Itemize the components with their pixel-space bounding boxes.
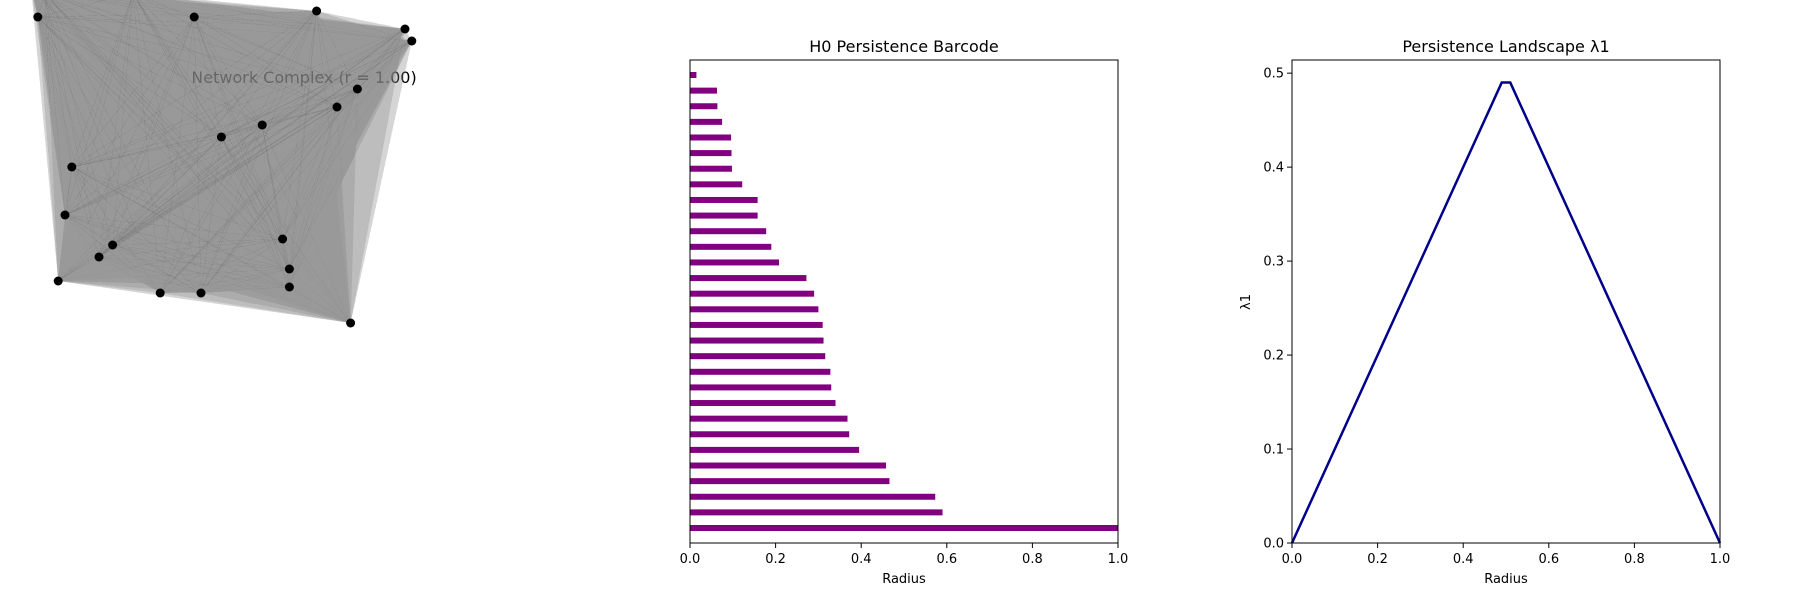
barcode-bar: [690, 87, 717, 94]
network-node: [33, 12, 43, 22]
barcode-bar: [690, 353, 826, 360]
barcode-bar: [690, 368, 831, 375]
network-simplices: [31, 0, 412, 323]
landscape-y-ticks: 0.0 0.1 0.2 0.3 0.4 0.5: [1263, 67, 1292, 552]
x-tick-label: 0.0: [1282, 552, 1303, 567]
barcode-bar: [690, 275, 807, 282]
y-tick-label: 0.2: [1263, 349, 1284, 364]
barcode-bar: [690, 290, 815, 297]
barcode-bar: [690, 321, 823, 328]
x-tick-label: 0.8: [1624, 552, 1645, 567]
barcode-bar: [690, 462, 887, 469]
barcode-bars: [690, 72, 1118, 531]
x-tick-label: 0.4: [851, 552, 872, 567]
x-tick-label: 0.2: [1367, 552, 1388, 567]
landscape-x-label: Radius: [1484, 572, 1528, 587]
landscape-y-label: λ1: [1239, 294, 1254, 310]
x-tick-label: 0.4: [1453, 552, 1474, 567]
x-tick-label: 1.0: [1108, 552, 1129, 567]
barcode-bar: [690, 243, 772, 250]
barcode-bar: [690, 400, 836, 407]
network-node: [332, 102, 342, 112]
barcode-bar: [690, 196, 758, 203]
y-tick-label: 0.3: [1263, 255, 1284, 270]
barcode-bar: [690, 478, 890, 485]
y-tick-label: 0.0: [1263, 537, 1284, 552]
network-node: [108, 240, 118, 250]
network-panel: Network Complex (r = 1.00): [31, 0, 417, 328]
network-node: [278, 234, 288, 244]
network-node: [346, 318, 356, 328]
y-tick-label: 0.1: [1263, 443, 1284, 458]
landscape-line: [1290, 81, 1722, 544]
barcode-bar: [690, 212, 758, 219]
barcode-bar: [690, 72, 697, 78]
landscape-x-ticks: 0.0 0.2 0.4 0.6 0.8 1.0: [1282, 543, 1731, 567]
network-node: [400, 24, 410, 34]
y-tick-label: 0.4: [1263, 161, 1284, 176]
x-tick-label: 0.6: [936, 552, 957, 567]
landscape-title: Persistence Landscape λ1: [1402, 37, 1609, 56]
barcode-bar: [690, 103, 718, 110]
network-node: [67, 162, 77, 172]
y-tick-label: 0.5: [1263, 67, 1284, 82]
network-node: [196, 288, 206, 298]
barcode-x-ticks: 0.0 0.2 0.4 0.6 0.8 1.0: [680, 543, 1129, 567]
network-node: [407, 36, 417, 46]
barcode-bar: [690, 509, 943, 516]
barcode-bar: [690, 337, 824, 344]
barcode-bar: [690, 118, 723, 125]
network-node: [189, 12, 199, 22]
x-tick-label: 0.8: [1022, 552, 1043, 567]
barcode-bar: [690, 431, 850, 438]
network-node: [60, 210, 70, 220]
network-node: [257, 120, 267, 130]
x-tick-label: 0.6: [1538, 552, 1559, 567]
network-node: [216, 132, 226, 142]
network-node: [53, 276, 63, 286]
network-nodes: [33, 6, 417, 328]
network-node: [155, 288, 165, 298]
barcode-bar: [690, 259, 780, 266]
barcode-bar: [690, 228, 767, 235]
barcode-bar: [690, 181, 743, 188]
barcode-bar: [690, 525, 1118, 531]
x-tick-label: 0.0: [680, 552, 701, 567]
x-tick-label: 1.0: [1710, 552, 1731, 567]
barcode-bar: [690, 306, 819, 313]
network-node: [352, 84, 362, 94]
network-node: [284, 282, 294, 292]
barcode-panel: H0 Persistence Barcode 0.0 0.2 0.4 0.6 0.8 1.…: [680, 37, 1129, 587]
network-title: Network Complex (r = 1.00): [191, 68, 416, 87]
network-node: [94, 252, 104, 262]
barcode-bar: [690, 150, 732, 157]
barcode-x-label: Radius: [882, 572, 926, 587]
barcode-title: H0 Persistence Barcode: [809, 37, 999, 56]
barcode-bar: [690, 384, 832, 391]
network-node: [284, 264, 294, 274]
landscape-panel: Persistence Landscape λ1 0.0 0.2 0.4 0.6 0.8…: [1239, 37, 1730, 587]
barcode-bar: [690, 134, 732, 141]
network-node: [312, 6, 322, 16]
barcode-bar: [690, 165, 732, 172]
barcode-bar: [690, 446, 860, 453]
barcode-bar: [690, 415, 848, 422]
barcode-bar: [690, 493, 936, 500]
x-tick-label: 0.2: [765, 552, 786, 567]
barcode-frame: [689, 59, 1119, 544]
landscape-frame: [1291, 59, 1721, 544]
